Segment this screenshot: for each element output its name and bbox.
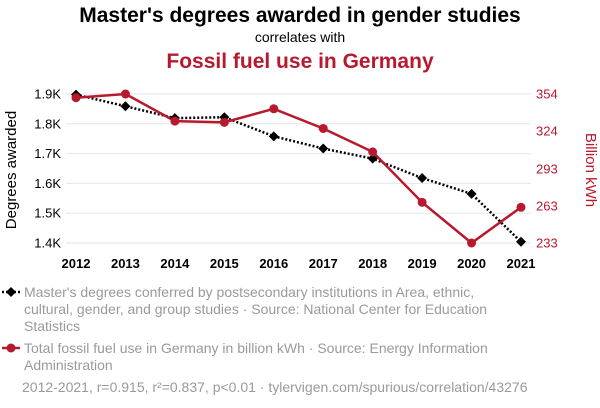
data-point (318, 123, 328, 133)
y-right-axis-label: Billion kWh (582, 133, 599, 207)
series-line-1 (75, 92, 522, 245)
chart-title: Master's degrees awarded in gender studi… (79, 4, 520, 27)
y-right-tick-label: 324 (536, 123, 558, 138)
series-lines (75, 92, 522, 245)
legend-item-degrees: Master's degrees conferred by postsecond… (2, 284, 491, 334)
chart-subtitle: correlates with (255, 29, 345, 45)
y-left-axis-label: Degrees awarded (3, 111, 20, 229)
data-point (367, 153, 378, 164)
legend-label-fossil: Total fossil fuel use in Germany in bill… (24, 340, 492, 373)
x-tick-label: 2021 (507, 256, 536, 271)
y-left-ticks: 1.4K 1.5K 1.6K 1.7K 1.8K 1.9K (34, 87, 61, 251)
y-right-ticks: 233 263 293 324 354 (536, 87, 558, 251)
x-tick-label: 2019 (408, 256, 437, 271)
x-tick-label: 2018 (358, 256, 387, 271)
data-point (120, 89, 130, 99)
x-tick-label: 2015 (210, 256, 239, 271)
grid (66, 93, 531, 244)
data-point (269, 104, 279, 114)
x-ticks: 2012 2013 2014 2015 2016 2017 2018 2019 2020 2021 (62, 256, 536, 271)
data-point (417, 197, 427, 207)
y-right-tick-label: 233 (536, 236, 558, 251)
x-tick-label: 2012 (62, 256, 91, 271)
x-tick-label: 2013 (111, 256, 140, 271)
data-point (368, 147, 378, 157)
data-point (318, 143, 329, 154)
data-point (466, 188, 477, 199)
data-point (120, 101, 131, 112)
data-point (170, 116, 180, 126)
data-point (516, 236, 526, 247)
legend: Master's degrees conferred by postsecond… (2, 284, 492, 373)
chart-title-second: Fossil fuel use in Germany (166, 50, 434, 73)
data-point (417, 173, 428, 184)
data-point (219, 117, 229, 127)
y-left-tick-label: 1.9K (34, 87, 61, 102)
footer-stats: 2012-2021, r=0.915, r²=0.837, p<0.01 · t… (22, 379, 528, 395)
data-point (71, 93, 81, 103)
x-tick-label: 2017 (309, 256, 338, 271)
y-left-tick-label: 1.6K (34, 176, 61, 191)
series-markers (71, 89, 526, 248)
legend-item-fossil: Total fossil fuel use in Germany in bill… (2, 340, 492, 373)
x-tick-label: 2016 (259, 256, 288, 271)
y-right-tick-label: 263 (536, 199, 558, 214)
data-point (467, 238, 477, 248)
data-point (516, 202, 526, 212)
y-left-tick-label: 1.5K (34, 206, 61, 221)
y-left-tick-label: 1.7K (34, 146, 61, 161)
x-tick-label: 2014 (160, 256, 190, 271)
series-line-0 (75, 93, 522, 243)
data-point (268, 131, 279, 142)
y-left-tick-label: 1.4K (34, 236, 61, 251)
y-right-tick-label: 293 (536, 162, 558, 177)
y-right-tick-label: 354 (536, 87, 558, 102)
y-left-tick-label: 1.8K (34, 116, 61, 131)
x-tick-label: 2020 (457, 256, 486, 271)
legend-label-degrees: Master's degrees conferred by postsecond… (24, 284, 491, 334)
